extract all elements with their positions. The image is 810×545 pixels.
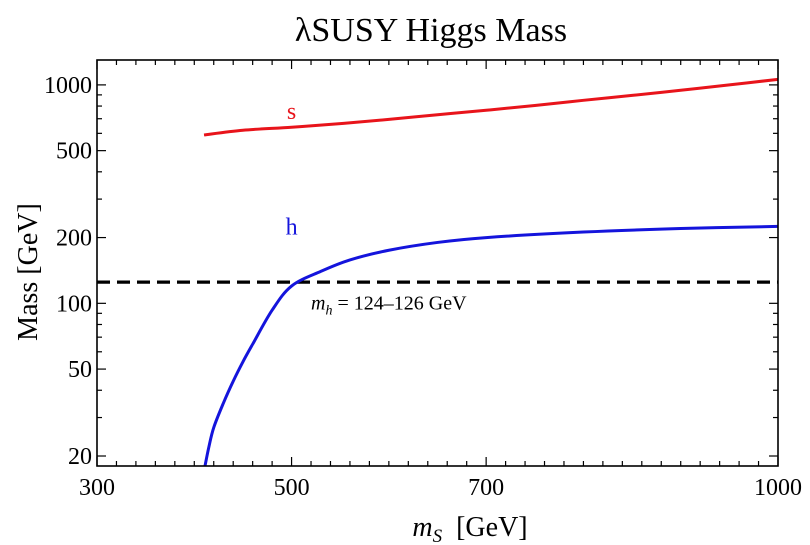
x-tick-label: 700 — [468, 475, 504, 501]
y-tick-label: 500 — [56, 139, 92, 165]
chart-title: λSUSY Higgs Mass — [295, 12, 567, 49]
x-axis-label-sub: S — [433, 526, 443, 545]
plot-frame — [96, 59, 779, 467]
y-tick-label: 20 — [68, 444, 92, 470]
mass-band-annotation: mh = 124–126 GeV — [311, 292, 467, 318]
y-tick-label: 1000 — [44, 73, 92, 99]
tick-labels: 300 500 700 1000 20 50 100 200 500 1000 — [44, 73, 802, 501]
series-lines — [203, 77, 779, 467]
mass-band-sub: h — [325, 303, 332, 318]
mass-band-var: m — [311, 292, 325, 314]
curve-label-s: s — [287, 99, 296, 125]
mass-band-text: = 124–126 GeV — [332, 292, 467, 314]
x-axis-label: mS [GeV] — [412, 512, 527, 545]
y-tick-label: 50 — [68, 357, 92, 383]
y-tick-label: 100 — [56, 291, 92, 317]
series-line-s — [203, 77, 779, 137]
y-tick-label: 200 — [56, 226, 92, 252]
x-tick-label: 300 — [79, 475, 115, 501]
curve-label-h: h — [286, 214, 298, 240]
y-axis-label: Mass [GeV] — [13, 203, 44, 341]
x-tick-label: 500 — [274, 475, 310, 501]
x-axis-label-var: m — [412, 512, 432, 543]
x-axis-label-unit: [GeV] — [442, 512, 528, 543]
x-tick-label: 1000 — [754, 475, 802, 501]
series-line-h — [203, 224, 779, 467]
axis-ticks — [96, 60, 779, 466]
